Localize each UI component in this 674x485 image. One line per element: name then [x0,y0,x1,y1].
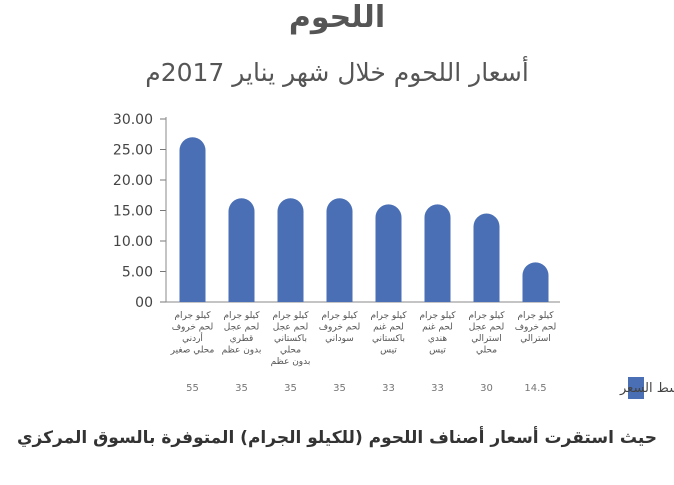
bar [375,204,402,302]
bar [522,262,549,302]
category-label: كيلو جرام لحم خروف سوداني [319,311,361,344]
category-label: كيلو جرام لحم غنم هندي تيس [419,311,456,356]
y-tick-label: 25.00 [113,143,153,159]
data-table: 55 35 35 35 33 33 30 14.5 [186,383,547,394]
table-value: 33 [431,383,444,394]
category-label: كيلو جرام لحم خروف أردني محلي صغير [170,311,215,356]
bar [326,198,353,302]
bar [473,213,500,302]
table-value: 14.5 [524,383,546,394]
table-value: 35 [235,383,248,394]
category-label: كيلو جرام لحم خروف استرالي [515,311,557,344]
y-tick-label: 5.00 [122,265,153,281]
table-value: 35 [333,383,346,394]
legend: متوسط السعر [619,377,674,399]
bar [277,198,304,302]
grid-lines [160,117,560,303]
bars [179,137,549,302]
category-label: كيلو جرام لحم عجل باكستاني محلي بدون عظم [271,311,311,367]
y-tick-label: 00 [135,295,153,311]
y-tick-label: 30.00 [113,112,153,128]
bar [228,198,255,302]
category-label: كيلو جرام لحم عجل قطري بدون عظم [222,311,262,356]
chart-title: اللحوم [288,0,386,35]
table-value: 33 [382,383,395,394]
table-value: 30 [480,383,493,394]
bar [179,137,206,302]
category-label: كيلو جرام لحم عجل استرالي محلي [468,311,505,356]
table-value: 55 [186,383,199,394]
y-tick-label: 10.00 [113,234,153,250]
chart-canvas: 30.00 25.00 20.00 15.00 10.00 5.00 00 كيلو جرا… [113,112,674,399]
legend-swatch [628,377,644,399]
y-axis: 30.00 25.00 20.00 15.00 10.00 5.00 00 [113,112,153,311]
chart-subtitle: أسعار اللحوم خلال شهر يناير 2017م [145,58,529,87]
y-tick-label: 20.00 [113,173,153,189]
legend-label: متوسط السعر [619,381,674,396]
y-tick-label: 15.00 [113,204,153,220]
bar [424,204,451,302]
footer-caption: حيث استقرت أسعار أصناف اللحوم (للكيلو ال… [16,428,658,448]
table-value: 35 [284,383,297,394]
category-label: كيلو جرام لحم غنم باكستاني تيس [370,311,407,356]
